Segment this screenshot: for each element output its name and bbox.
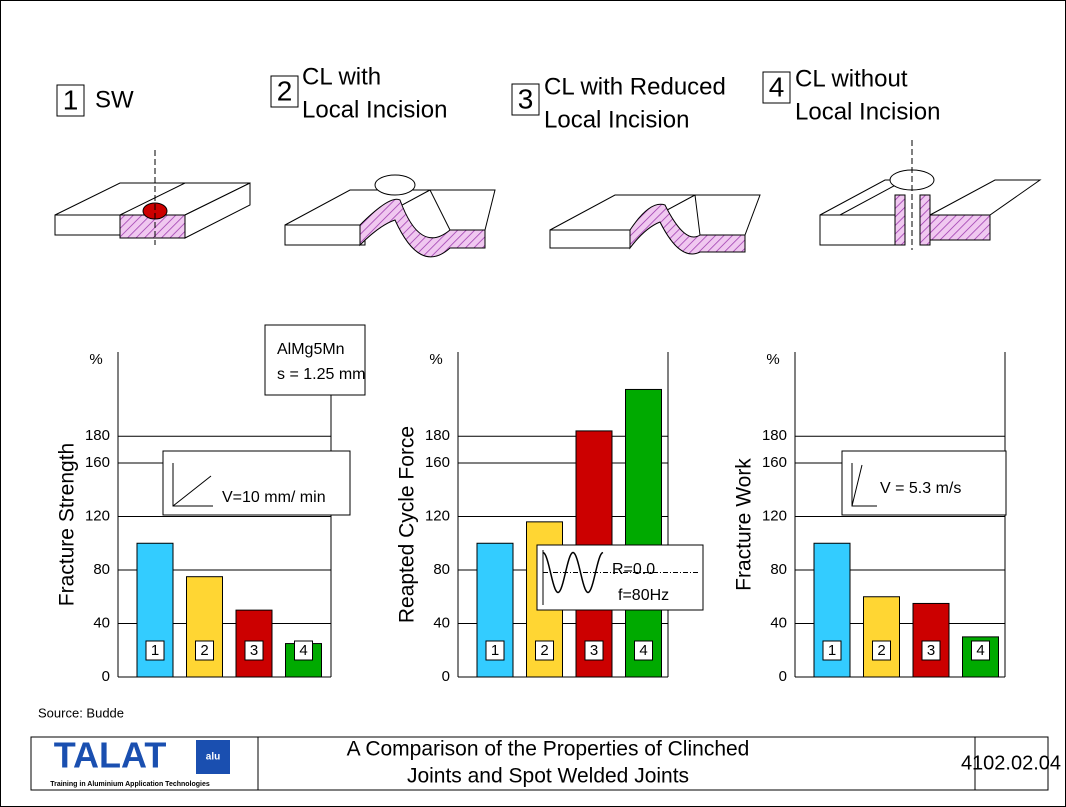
bar	[864, 597, 900, 677]
item-number: 4	[769, 71, 785, 102]
bar-number: 4	[639, 642, 647, 659]
bar	[913, 603, 949, 677]
bar-number: 4	[976, 642, 984, 659]
bar-number: 3	[250, 642, 258, 659]
y-unit: %	[766, 351, 779, 368]
y-tick-label: 160	[85, 454, 110, 471]
y-tick-label: 160	[762, 454, 787, 471]
y-axis-title: Fracture Strength	[56, 443, 79, 606]
y-tick-label: 160	[425, 454, 450, 471]
footer: TALAT alu Training in Aluminium Applicat…	[31, 735, 1061, 790]
code: 4102.02.04	[961, 752, 1061, 774]
y-tick-label: 120	[762, 507, 787, 524]
y-tick-label: 180	[762, 427, 787, 444]
logo: TALAT	[54, 735, 167, 776]
item-label: SW	[95, 86, 134, 113]
footer-title: Joints and Spot Welded Joints	[407, 765, 689, 788]
annotation: AlMg5Mn	[277, 341, 345, 358]
bar-number: 3	[590, 642, 598, 659]
item-number: 3	[518, 83, 534, 114]
bar-number: 2	[200, 642, 208, 659]
annotation: V = 5.3 m/s	[880, 480, 961, 497]
annotation: s = 1.25 mm	[277, 366, 365, 383]
y-tick-label: 120	[425, 507, 450, 524]
annotation: R=0.0	[612, 561, 655, 578]
y-tick-label: 80	[93, 561, 110, 578]
y-tick-label: 120	[85, 507, 110, 524]
annotation-box	[265, 325, 365, 395]
y-tick-label: 180	[85, 427, 110, 444]
source: Source: Budde	[38, 705, 124, 720]
bar-number: 2	[877, 642, 885, 659]
bar	[187, 577, 223, 677]
logo-tagline: Training in Aluminium Application Techno…	[50, 781, 210, 788]
logo-badge: alu	[206, 752, 220, 763]
bar-number: 1	[828, 642, 836, 659]
page: Source: Budde TALAT alu Training in Alum…	[0, 0, 1066, 807]
item-label: CL with	[302, 63, 381, 90]
bar-number: 1	[491, 642, 499, 659]
y-tick-label: 40	[770, 614, 787, 631]
y-tick-label: 40	[433, 614, 450, 631]
bar	[626, 389, 662, 677]
y-tick-label: 0	[779, 668, 787, 685]
y-axis-title: Fracture Work	[733, 458, 756, 591]
bar-number: 2	[540, 642, 548, 659]
annotation: V=10 mm/ min	[222, 489, 326, 506]
y-tick-label: 40	[93, 614, 110, 631]
item-number: 1	[63, 84, 79, 115]
y-axis-title: Reapted Cycle Force	[396, 426, 419, 623]
y-unit: %	[429, 351, 442, 368]
y-unit: %	[89, 351, 102, 368]
annotation: f=80Hz	[618, 587, 669, 604]
item-label: CL without	[795, 65, 908, 92]
bar-number: 1	[151, 642, 159, 659]
y-tick-label: 180	[425, 427, 450, 444]
item-label: Local Incision	[544, 106, 689, 133]
bar-number: 3	[927, 642, 935, 659]
y-tick-label: 0	[442, 668, 450, 685]
item-label: Local Incision	[795, 98, 940, 125]
slide: Source: Budde TALAT alu Training in Alum…	[0, 0, 1066, 807]
item-label: CL with Reduced	[544, 73, 726, 100]
y-tick-label: 80	[433, 561, 450, 578]
y-tick-label: 80	[770, 561, 787, 578]
y-tick-label: 0	[102, 668, 110, 685]
bar-number: 4	[299, 642, 307, 659]
footer-title: A Comparison of the Properties of Clinch…	[347, 738, 750, 761]
item-number: 2	[277, 75, 293, 106]
item-label: Local Incision	[302, 96, 447, 123]
